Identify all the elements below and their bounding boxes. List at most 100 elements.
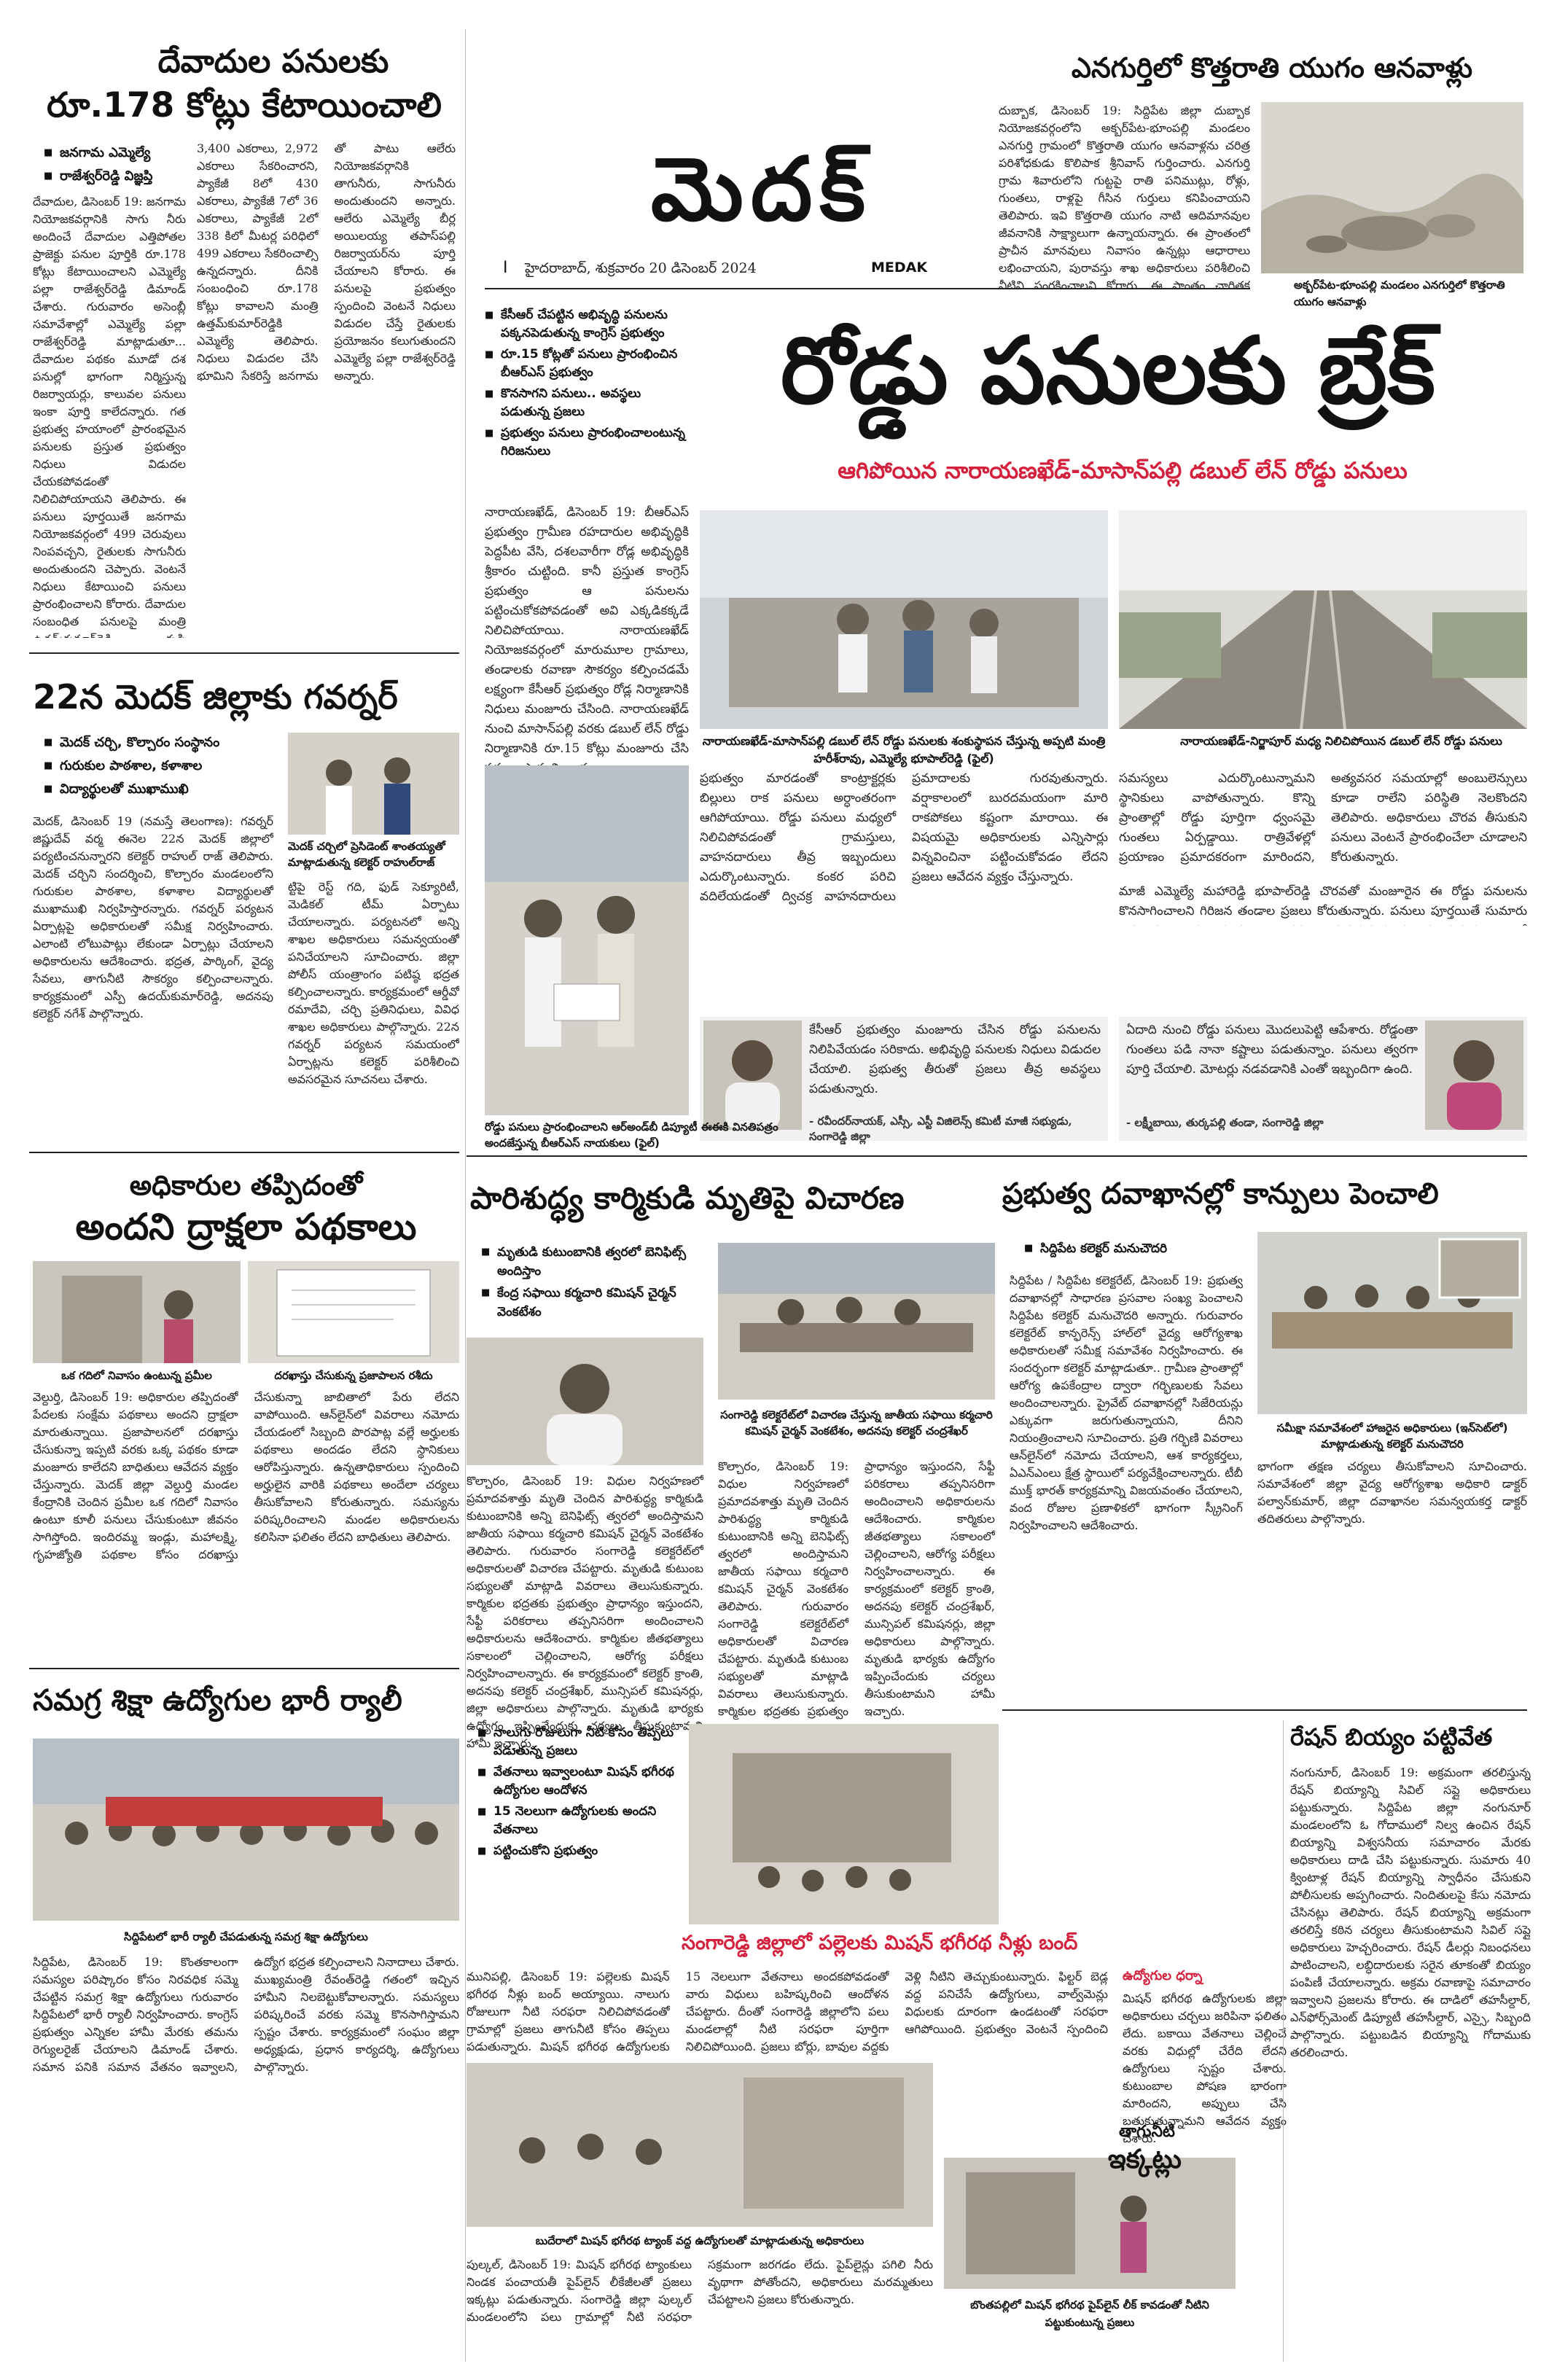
schemes-caption-1: ఒక గదిలో నివాసం ఉంటున్న ప్రమీల xyxy=(61,1369,212,1382)
lead-quote-2-credit: - లక్ష్మీబాయి, తుర్కపల్లి తండా, సంగారెడ్… xyxy=(1126,1116,1324,1129)
sanitation-portrait xyxy=(467,1338,703,1465)
lead-subheadline: ఆగిపోయిన నారాయణఖేడ్‌-మాసాన్‌పల్లి డబుల్‌… xyxy=(838,458,1408,484)
governor-bullet: మెదక్‌ చర్చి, కొల్చారం సంస్థానం xyxy=(44,733,284,753)
column-rule xyxy=(465,29,466,2362)
lead-caption-right: నారాయణఖేడ్‌-నిర్జాపూర్‌ మధ్య నిలిచిపోయిన… xyxy=(1180,734,1502,748)
masthead-rule xyxy=(485,288,1250,289)
ration-body: నంగునూర్‌, డిసెంబర్‌ 19: అక్రమంగా తరలిస్… xyxy=(1290,1766,1531,2059)
temple-headline-2: రూ.178 కోట్లు కేటాయించాలి xyxy=(47,85,442,125)
generation-caption: అక్బర్‌పేట-భూంపల్లి మండలం ఎనగుర్తిలో కొత… xyxy=(1294,278,1505,308)
sanitation-bullet: మృతుడి కుటుంబానికి త్వరలో బెనిఫిట్స్‌ అం… xyxy=(481,1243,700,1281)
governor-caption: మెదక్‌ చర్చిలో ప్రెసిడెంట్‌ శాంతయ్యతో మా… xyxy=(288,840,445,869)
divider xyxy=(1002,1709,1527,1711)
lead-bullet: కొనసాగని పనులు.. అవస్థలు పడుతున్న ప్రజలు xyxy=(485,385,685,421)
water-inset-label-1: తాగునీటి xyxy=(1119,2123,1175,2141)
governor-headline: 22న మెదక్‌ జిల్లాకు గవర్నర్‌ xyxy=(33,677,398,717)
divider xyxy=(467,1155,1527,1157)
water-bullet: నాలుగు రోజులుగా నీటి కోసం తిప్పలు పడుతున… xyxy=(477,1724,678,1760)
rally-headline: సమగ్ర శిక్షా ఉద్యోగుల భారీ ర్యాలీ xyxy=(33,1684,402,1717)
lead-photo-left xyxy=(700,510,1108,729)
masthead-roman: I xyxy=(503,259,508,277)
generation-headline: ఎనగుర్తిలో కొత్తరాతి యుగం ఆనవాళ్లు xyxy=(1071,52,1473,84)
sanitation-body-2: కొల్చారం, డిసెంబర్‌ 19: విధుల నిర్వహణలో … xyxy=(718,1459,995,1718)
governor-bullets: మెదక్‌ చర్చి, కొల్చారం సంస్థానం గురుకుల … xyxy=(44,733,284,803)
rally-body: సిద్దిపేట, డిసెంబర్‌ 19: కొంతకాలంగా సమస్… xyxy=(33,1955,459,2074)
governor-bullet: గురుకుల పాఠశాల, కళాశాల xyxy=(44,756,284,776)
masthead-edition: MEDAK xyxy=(871,260,928,276)
lead-bullet: రూ.15 కోట్లతో పనులు ప్రారంభించిన బీఆర్‌ఎ… xyxy=(485,346,685,382)
governor-photo xyxy=(288,733,459,835)
lead-headline: రోడ్డు పనులకు బ్రేక్‌ xyxy=(780,317,1436,424)
divider xyxy=(29,1152,459,1153)
temple-headline-1: దేవాదుల పనులకు xyxy=(157,43,389,80)
sanitation-bullets: మృతుడి కుటుంబానికి త్వరలో బెనిఫిట్స్‌ అం… xyxy=(481,1243,700,1324)
lead-caption-bottom: రోడ్డు పనులు ప్రారంభించాలని ఆర్‌అండ్‌బీ … xyxy=(485,1120,778,1150)
temple-body-left: దేవాదుల, డిసెంబర్‌ 19: జనగామ నియోజకవర్గా… xyxy=(33,195,186,638)
water-body-2: మిషన్‌ భగీరథ ఉద్యోగులకు జిల్లా అధికారులు… xyxy=(1123,1991,1287,2145)
water-photo-bottom xyxy=(467,2063,933,2227)
masthead-dateline: హైదరాబాద్‌, శుక్రవారం 20 డిసెంబర్‌ 2024 xyxy=(525,260,757,276)
schemes-body: వెల్దుర్తి, డిసెంబర్‌ 19: అధికారుల తప్పి… xyxy=(33,1390,459,1561)
hospital-bullet: సిద్దిపేట కలెక్టర్‌ మనుచౌదరి xyxy=(1024,1239,1243,1258)
schemes-headline-1: అధికారుల తప్పిదంతో xyxy=(129,1169,363,1201)
water-caption-2: బొంతపల్లిలో మిషన్‌ భగీరథ పైప్‌లైన్‌ లీక్… xyxy=(970,2298,1209,2329)
sanitation-headline: పారిశుద్ధ్య కార్మికుడి మృతిపై విచారణ xyxy=(470,1180,905,1216)
lead-caption-left: నారాయణఖేడ్‌-మాసాన్‌పల్లి డబుల్‌ లేన్‌ రో… xyxy=(702,734,1106,765)
lead-bullet: కేసీఆర్‌ చేపట్టిన అభివృద్ధి పనులను పక్కన… xyxy=(485,306,685,343)
hospital-body-2: భాగంగా తక్షణ చర్యలు తీసుకోవాలని సూచించార… xyxy=(1257,1459,1527,1526)
water-headline: సంగారెడ్డి జిల్లాలో పల్లెలకు మిషన్‌ భగీర… xyxy=(682,1932,1078,1954)
lead-bullet: ప్రభుత్వం పనులు ప్రారంభించాలంటున్న గిరిజ… xyxy=(485,424,685,461)
water-photo-inset xyxy=(944,2158,1236,2289)
water-bullet: వేతనాలు ఇవ్వాలంటూ మిషన్‌ భగీరథ ఉద్యోగుల … xyxy=(477,1763,678,1800)
lead-body-col4: సమస్యలు ఎదుర్కొంటున్నామని స్థానికులు వాప… xyxy=(1119,771,1527,865)
water-body-3: పుల్కల్‌, డిసెంబర్‌ 19: మిషన్‌ భగీరథ ట్య… xyxy=(467,2258,933,2324)
sanitation-caption: సంగారెడ్డి కలెక్టరేట్‌లో విచారణ చేస్తున్… xyxy=(720,1408,993,1437)
sanitation-photo xyxy=(718,1243,995,1400)
hospital-caption: సమీక్షా సమావేశంలో హాజరైన అధికారులు (ఇన్‌… xyxy=(1276,1421,1508,1451)
schemes-caption-2: దరఖాస్తు చేసుకున్న ప్రజాపాలన రశీదు xyxy=(274,1369,433,1382)
hospital-photo xyxy=(1257,1232,1527,1414)
rally-photo xyxy=(33,1739,459,1921)
divider xyxy=(29,652,459,654)
temple-bullets: జనగామ ఎమ్మెల్యే రాజేశ్వర్‌రెడ్డి విజ్ఞప్… xyxy=(44,143,262,190)
schemes-photo-1 xyxy=(33,1261,241,1363)
column-rule xyxy=(1283,1720,1284,2362)
hospital-headline: ప్రభుత్వ దవాఖానల్లో కాన్పులు పెంచాలి xyxy=(1002,1177,1439,1211)
lead-quote-2: ఏదాది నుంచి రోడ్డు పనులు మొదలుపెట్టి ఆపే… xyxy=(1126,1023,1418,1077)
quote-1-portrait xyxy=(703,1021,802,1130)
sanitation-bullet: కేంద్ర సఫాయి కర్మచారి కమిషన్‌ చైర్మన్‌ వ… xyxy=(481,1284,700,1322)
hospital-bullets: సిద్దిపేట కలెక్టర్‌ మనుచౌదరి xyxy=(1024,1239,1243,1261)
lead-photo-bottom xyxy=(485,765,689,1115)
schemes-headline-2: అందని ద్రాక్షలా పథకాలు xyxy=(75,1206,417,1248)
divider xyxy=(29,1668,459,1669)
lead-photo-right xyxy=(1119,510,1527,730)
lead-body-col1: నారాయణఖేడ్‌, డిసెంబర్‌ 19: బీఆర్‌ఎస్‌ ప్… xyxy=(485,505,689,765)
water-inset-label-2: ఇక్కట్లు xyxy=(1108,2145,1182,2174)
temple-body-right: 3,400 ఎకరాలు, 2,972 ఎకరాలు సేకరించారని, … xyxy=(197,141,456,383)
lead-body-col2: ప్రభుత్వం మారడంతో కాంట్రాక్టర్లకు బిల్లు… xyxy=(700,771,1108,904)
schemes-photo-2 xyxy=(248,1261,459,1363)
rally-caption: సిద్దిపేటలో భారీ ర్యాలీ చేపడుతున్న సమగ్ర… xyxy=(124,1930,368,1943)
water-bullet: 15 నెలలుగా ఉద్యోగులకు అందని వేతనాలు xyxy=(477,1803,678,1839)
lead-quote-1: కేసీఆర్‌ ప్రభుత్వం మంజూరు చేసిన రోడ్డు ప… xyxy=(809,1023,1101,1096)
water-body: మునిపల్లి, డిసెంబర్‌ 19: పల్లెలకు మిషన్‌… xyxy=(467,1970,1108,2053)
water-photo-main xyxy=(689,1724,999,1924)
temple-bullet: జనగామ ఎమ్మెల్యే xyxy=(44,143,262,163)
generation-photo xyxy=(1261,102,1523,273)
lead-quote-1-credit: - రవీందర్‌నాయక్‌, ఎస్సీ, ఎస్టీ విజిలెన్స… xyxy=(809,1115,1072,1143)
lead-body-col3: మాజీ ఎమ్మెల్యే మహారెడ్డి భూపాల్‌రెడ్డి చ… xyxy=(1119,884,1527,926)
water-bullet: పట్టించుకోని ప్రభుత్వం xyxy=(477,1842,678,1860)
hospital-body: సిద్దిపేట / సిద్దిపేట కలెక్టరేట్‌, డిసెం… xyxy=(1010,1273,1243,1532)
quote-2-portrait xyxy=(1425,1021,1523,1130)
generation-body: దుబ్బాక, డిసెంబర్‌ 19: సిద్దిపేట జిల్లా … xyxy=(999,104,1250,288)
water-kicker: ఉద్యోగుల ధర్నా xyxy=(1123,1968,1203,1983)
water-caption-1: బుదేరాలో మిషన్‌ భగీరథ ట్యాంక్‌ వద్ద ఉద్య… xyxy=(535,2234,865,2247)
governor-body: మెదక్‌, డిసెంబర్‌ 19 (నమస్తే తెలంగాణ): గ… xyxy=(33,814,273,1021)
governor-bullet: విద్యార్థులతో ముఖాముఖి xyxy=(44,779,284,800)
ration-headline: రేషన్‌ బియ్యం పట్టివేత xyxy=(1290,1723,1493,1751)
governor-body-2: ట్టిపై రెస్ట్‌ గది, ఫుడ్‌ సెక్యూరిటీ, మె… xyxy=(288,880,459,1086)
water-bullets: నాలుగు రోజులుగా నీటి కోసం తిప్పలు పడుతున… xyxy=(477,1724,678,1863)
lead-bullets: కేసీఆర్‌ చేపట్టిన అభివృద్ధి పనులను పక్కన… xyxy=(485,306,685,464)
masthead-title: మెదక్ xyxy=(650,138,873,241)
temple-bullet: రాజేశ్వర్‌రెడ్డి విజ్ఞప్తి xyxy=(44,166,262,187)
